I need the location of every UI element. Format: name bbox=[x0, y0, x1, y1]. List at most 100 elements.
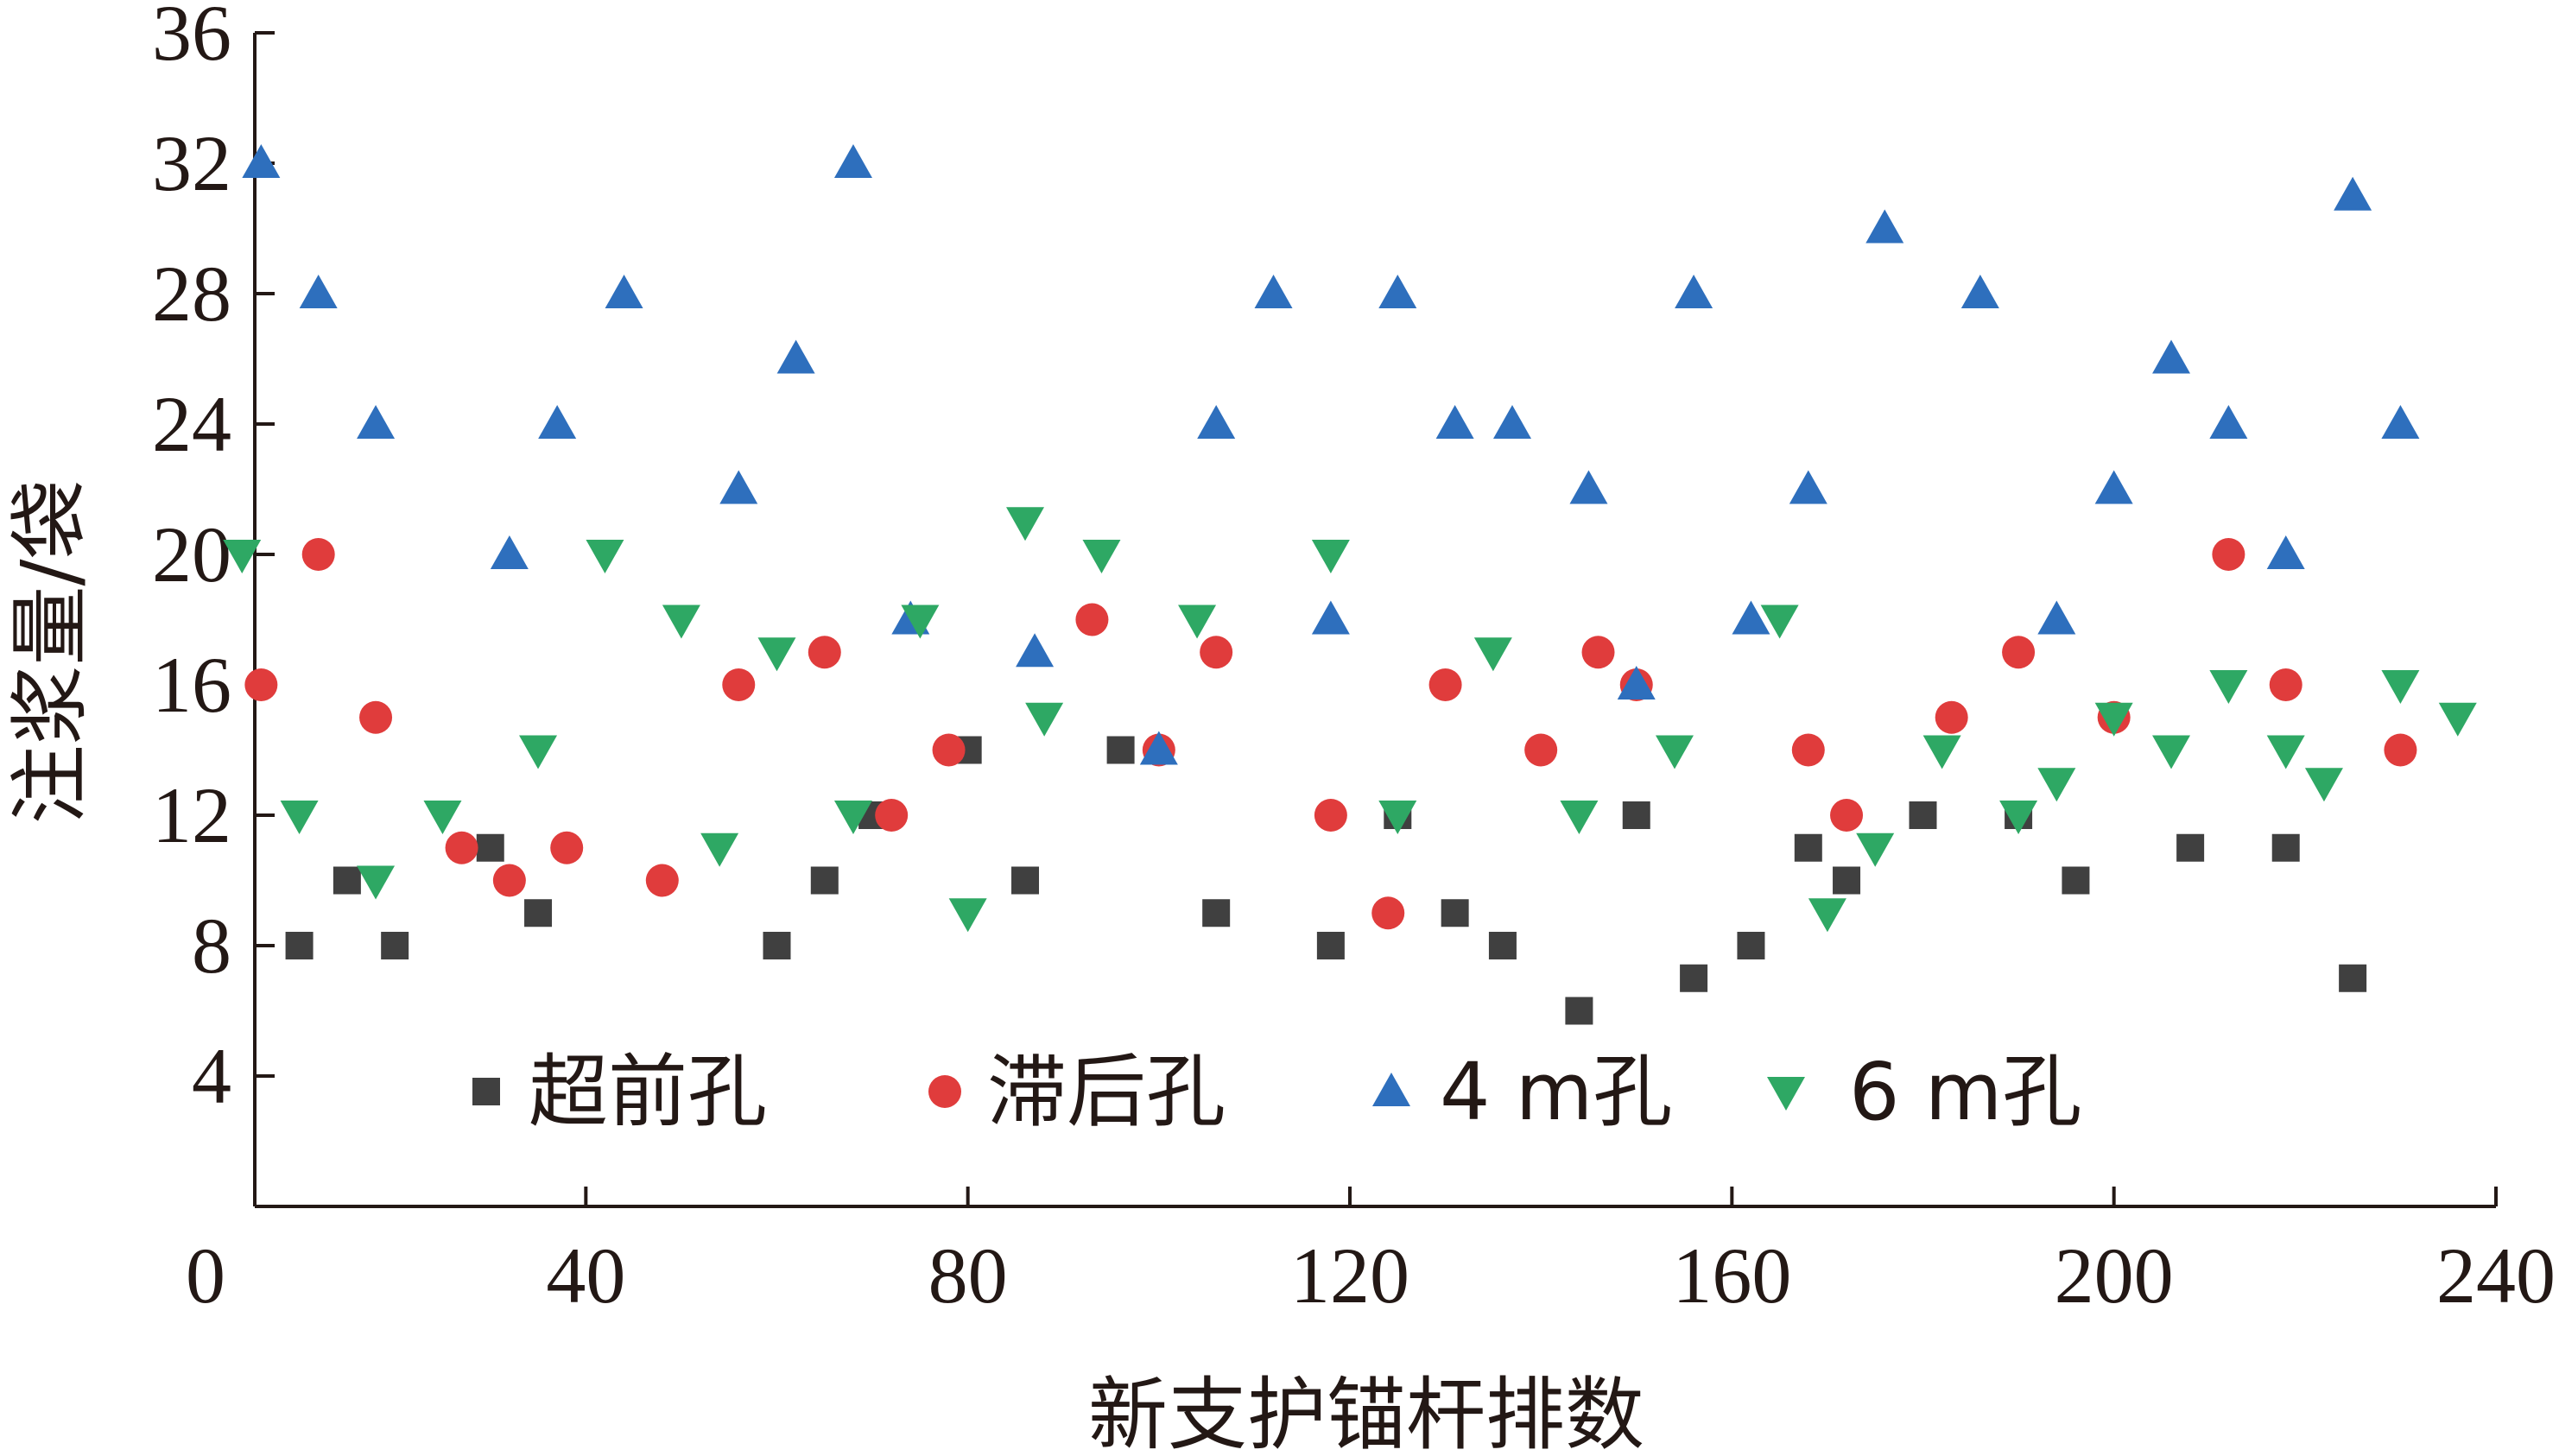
data-point bbox=[1197, 405, 1236, 439]
data-point bbox=[1622, 801, 1650, 829]
data-point bbox=[1016, 633, 1055, 668]
data-point bbox=[2271, 833, 2300, 862]
data-point bbox=[948, 898, 987, 933]
data-point bbox=[359, 700, 393, 734]
legend-marker bbox=[1767, 1077, 1805, 1111]
data-point bbox=[244, 668, 278, 701]
data-point bbox=[2269, 668, 2302, 701]
data-point bbox=[1025, 702, 1064, 737]
data-point bbox=[1311, 600, 1350, 635]
legend-label: 滞后孔 bbox=[987, 1046, 1226, 1138]
data-point bbox=[1833, 866, 1861, 895]
data-point bbox=[1488, 932, 1517, 959]
data-point bbox=[1371, 896, 1405, 930]
data-point bbox=[1560, 801, 1599, 834]
data-point bbox=[1935, 700, 1968, 734]
data-point bbox=[808, 636, 841, 669]
x-tick-label: 240 bbox=[2436, 1231, 2556, 1320]
data-point bbox=[757, 637, 796, 672]
data-point bbox=[1178, 605, 1217, 639]
data-point bbox=[1473, 637, 1512, 672]
data-point bbox=[1794, 833, 1822, 862]
data-point bbox=[1732, 600, 1770, 635]
legend-marker bbox=[472, 1078, 500, 1105]
data-point bbox=[1011, 866, 1040, 895]
data-point bbox=[1006, 507, 1045, 541]
data-point bbox=[299, 275, 338, 308]
data-point bbox=[550, 831, 584, 864]
data-point bbox=[1789, 470, 1827, 504]
y-tick-label: 32 bbox=[152, 119, 231, 207]
axes bbox=[253, 33, 2496, 1208]
data-point bbox=[301, 538, 335, 571]
data-point bbox=[1999, 801, 2038, 834]
data-point bbox=[901, 605, 940, 639]
data-point bbox=[1139, 731, 1178, 765]
data-point bbox=[1909, 801, 1937, 829]
data-point bbox=[1856, 832, 1895, 867]
data-point bbox=[223, 540, 262, 573]
y-ticks: 4 8 12 16 20 24 28 32 36 bbox=[152, 0, 275, 1120]
data-point bbox=[490, 535, 529, 569]
data-point bbox=[357, 865, 396, 900]
data-point bbox=[833, 801, 872, 834]
data-point bbox=[524, 899, 553, 927]
data-point bbox=[763, 932, 791, 959]
x-tick-label: 0 bbox=[186, 1231, 225, 1320]
data-point bbox=[1314, 799, 1347, 832]
data-point bbox=[1680, 964, 1708, 992]
data-point bbox=[519, 735, 558, 769]
y-tick-label: 16 bbox=[152, 641, 231, 729]
data-point bbox=[1865, 209, 1904, 244]
data-point bbox=[875, 799, 909, 832]
data-point bbox=[700, 832, 739, 867]
x-tick-label: 80 bbox=[928, 1231, 1008, 1320]
x-tick-label: 160 bbox=[1672, 1231, 1791, 1320]
data-point bbox=[1565, 997, 1593, 1025]
data-point bbox=[2381, 670, 2420, 704]
data-point bbox=[1106, 736, 1135, 764]
data-point bbox=[1435, 405, 1474, 439]
data-point bbox=[1311, 540, 1350, 573]
data-point bbox=[1675, 275, 1713, 308]
data-point bbox=[381, 932, 409, 959]
data-point bbox=[1808, 898, 1846, 933]
data-point bbox=[1378, 801, 1417, 834]
data-point bbox=[2334, 176, 2372, 211]
legend-label: 6 m孔 bbox=[1849, 1046, 2081, 1138]
data-point bbox=[2381, 405, 2420, 439]
data-point bbox=[645, 864, 679, 897]
data-point bbox=[2176, 833, 2205, 862]
data-point bbox=[242, 144, 281, 178]
legend-label: 超前孔 bbox=[529, 1046, 767, 1138]
x-tick-label: 200 bbox=[2055, 1231, 2174, 1320]
y-tick-label: 20 bbox=[152, 510, 231, 598]
data-point bbox=[2002, 636, 2036, 669]
data-point bbox=[2037, 768, 2076, 802]
y-tick-label: 12 bbox=[152, 771, 231, 859]
data-point bbox=[2438, 702, 2477, 737]
data-point bbox=[1581, 636, 1615, 669]
data-point bbox=[476, 833, 504, 862]
data-point bbox=[1075, 603, 1109, 636]
data-point bbox=[2062, 866, 2090, 895]
legend-label: 4 m孔 bbox=[1440, 1046, 1672, 1138]
legend-marker bbox=[1372, 1073, 1410, 1106]
x-ticks: 0 40 80 120 160 200 240 bbox=[186, 1187, 2556, 1320]
y-tick-label: 4 bbox=[192, 1032, 231, 1120]
data-point bbox=[722, 668, 756, 701]
data-point bbox=[357, 405, 396, 439]
data-point bbox=[2266, 735, 2305, 769]
data-point bbox=[662, 605, 700, 639]
data-point bbox=[2209, 670, 2248, 704]
data-point bbox=[932, 733, 966, 767]
data-point bbox=[1760, 605, 1799, 639]
data-point bbox=[2209, 405, 2248, 439]
data-point bbox=[423, 801, 462, 834]
data-point bbox=[1617, 666, 1656, 700]
data-point bbox=[2094, 702, 2133, 737]
data-point bbox=[2339, 964, 2367, 992]
data-point bbox=[1082, 540, 1121, 573]
data-point bbox=[1378, 275, 1417, 308]
data-point bbox=[492, 864, 526, 897]
